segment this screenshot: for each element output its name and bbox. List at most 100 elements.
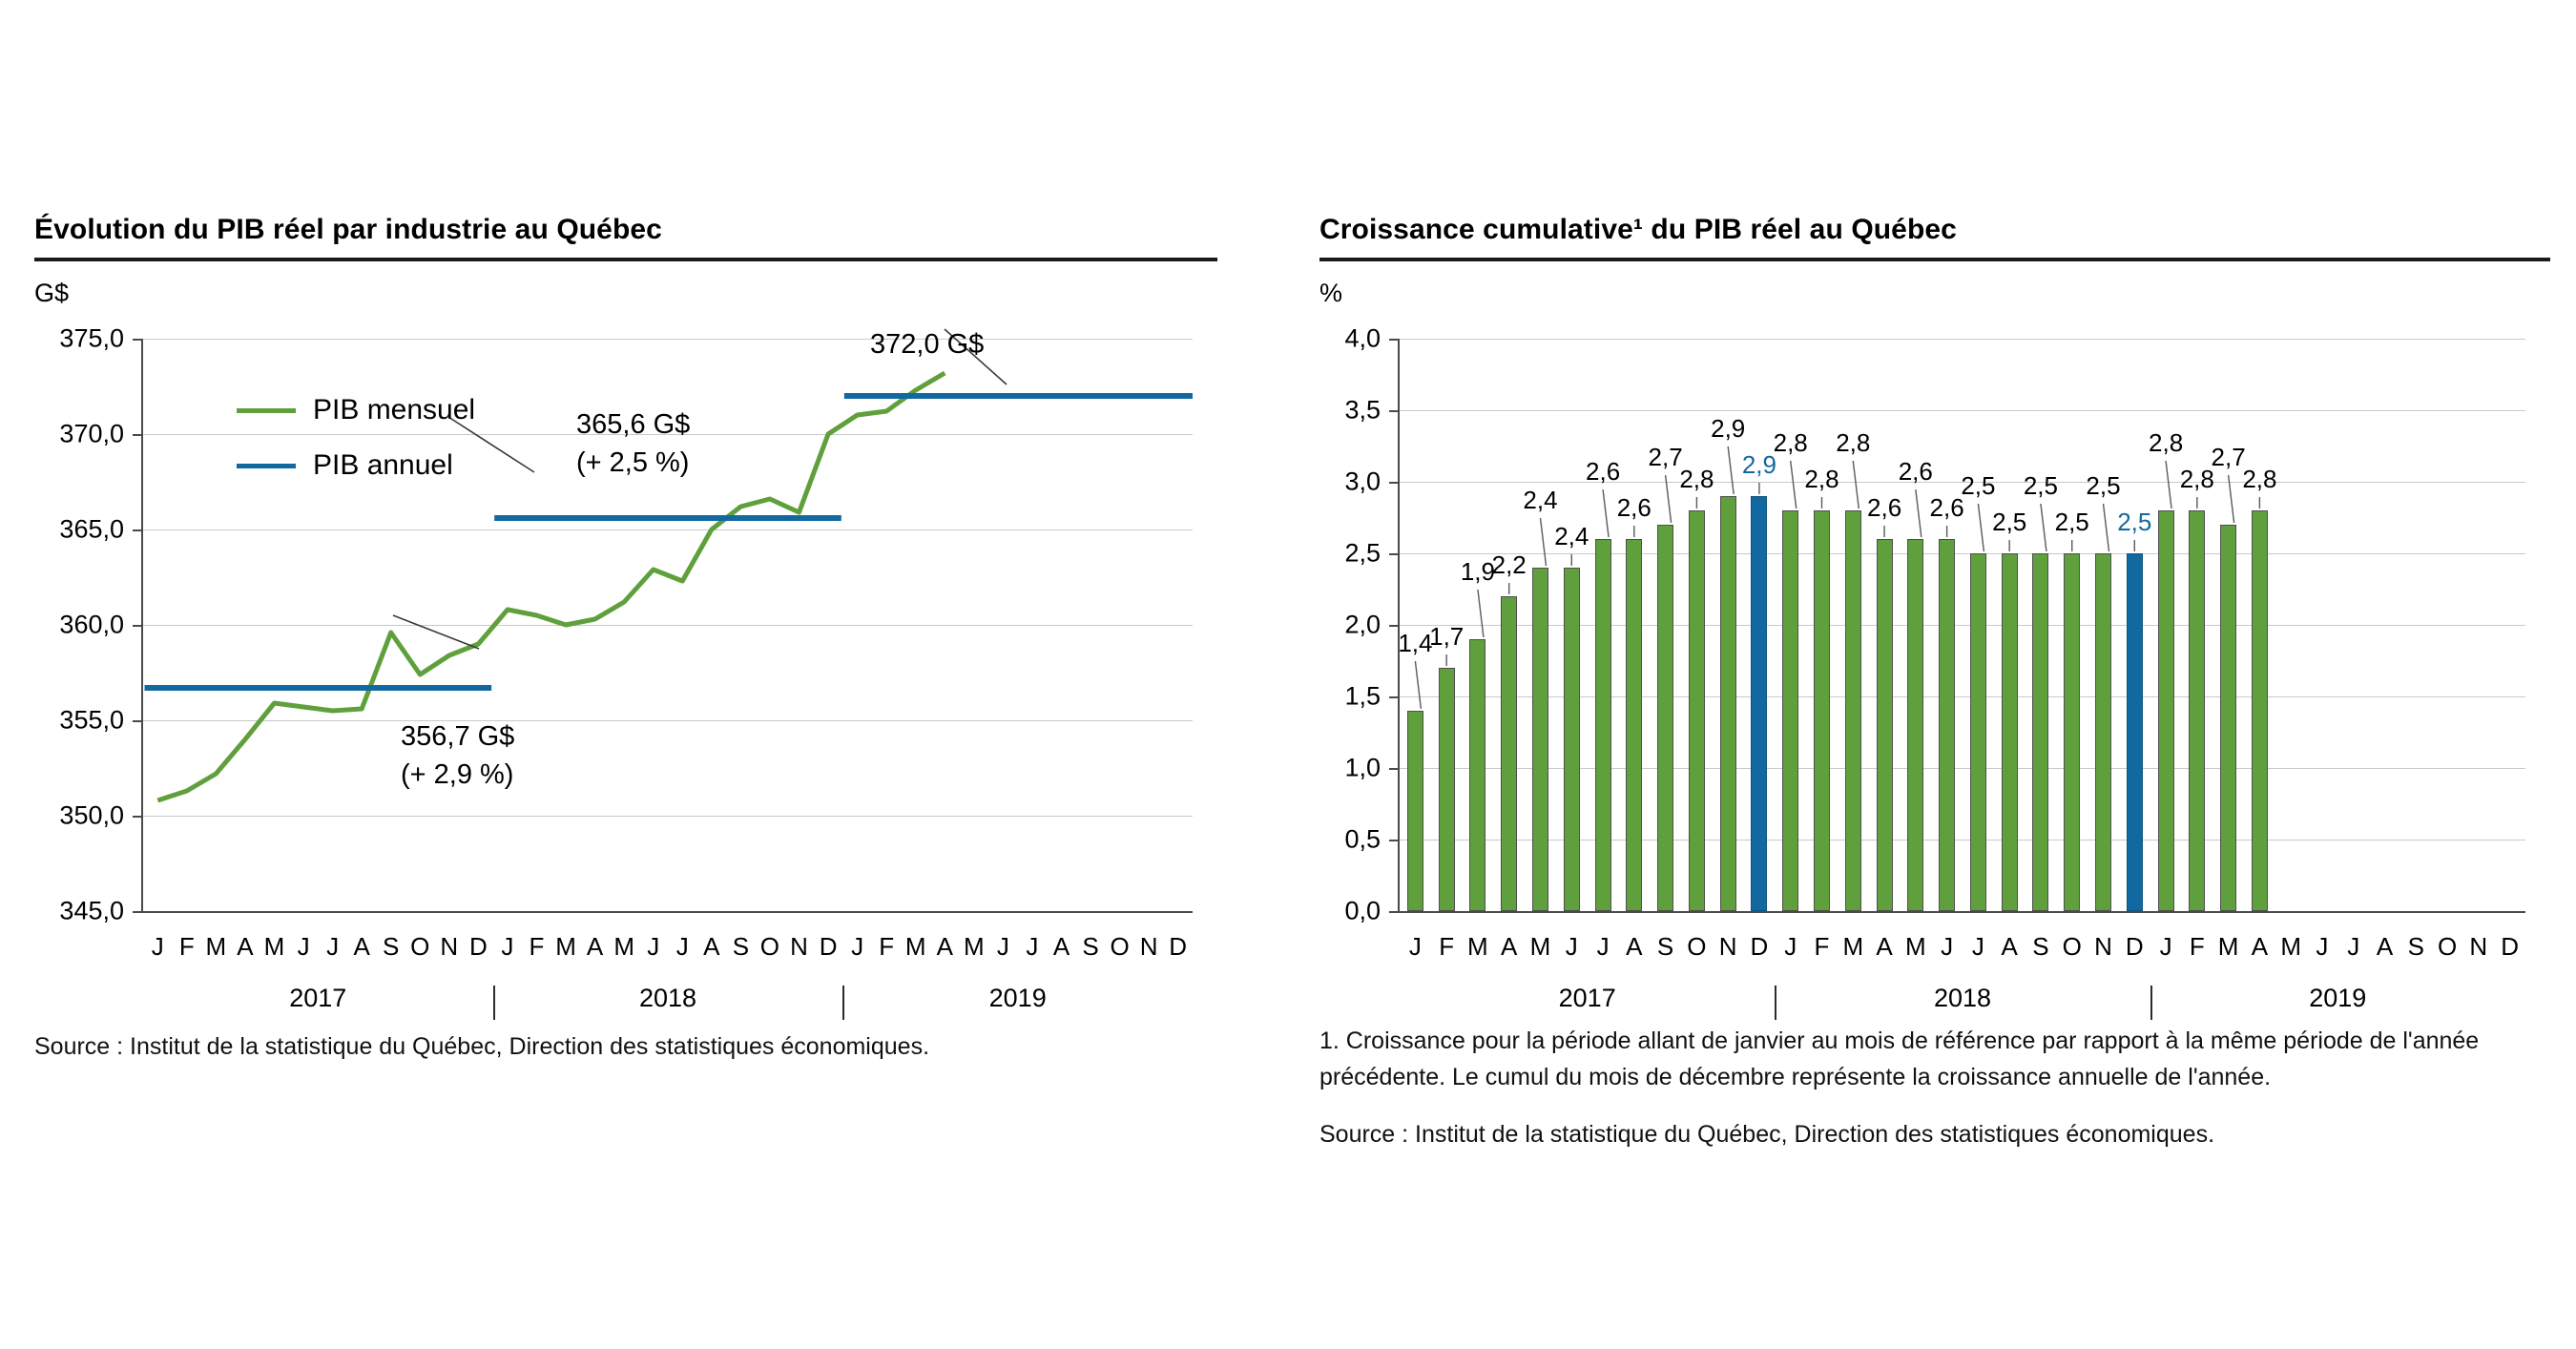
y-axis-tick-label: 2,0 — [1344, 610, 1381, 639]
x-axis-month-label: O — [2062, 932, 2082, 961]
bar-monthly — [1501, 596, 1518, 911]
x-axis-month-label: J — [996, 932, 1009, 961]
y-axis-tick-label: 0,0 — [1344, 896, 1381, 925]
gridline — [143, 720, 1193, 721]
bar-value-label: 2,5 — [2023, 471, 2058, 500]
x-axis-year-label: 2018 — [1933, 984, 1992, 1012]
bar-monthly — [1563, 568, 1580, 911]
bar-label-leader-line — [1602, 488, 1610, 538]
bar-monthly — [1907, 539, 1924, 911]
bar-monthly — [1532, 568, 1548, 911]
x-axis-month-label: A — [1876, 932, 1893, 961]
x-axis-month-label: A — [1052, 932, 1070, 961]
y-axis-line — [1398, 339, 1400, 911]
x-axis-month-label: D — [469, 932, 488, 961]
x-axis-month-label: D — [2125, 932, 2144, 961]
right-title-rule — [1319, 258, 2550, 261]
annotation-365-6: 365,6 G$ (+ 2,5 %) — [576, 405, 690, 482]
y-axis-tick-label: 375,0 — [59, 323, 124, 353]
y-axis-tick-label: 1,5 — [1344, 681, 1381, 711]
x-axis-month-label: N — [2469, 932, 2488, 961]
bar-monthly — [1406, 711, 1423, 911]
bar-monthly — [2095, 553, 2111, 911]
bar-value-label: 1,4 — [1398, 629, 1433, 657]
x-axis-month-label: J — [851, 932, 864, 961]
y-axis-tick-label: 4,0 — [1344, 323, 1381, 353]
x-axis-month-label: M — [1842, 932, 1864, 961]
bar-value-label: 2,5 — [2117, 508, 2152, 536]
bar-monthly — [1719, 496, 1736, 911]
x-axis-month-label: M — [263, 932, 285, 961]
bar-value-label: 2,6 — [1616, 493, 1652, 522]
bar-value-label: 2,7 — [2211, 443, 2246, 471]
bar-value-label: 2,5 — [2086, 471, 2121, 500]
y-axis-tick-label: 1,0 — [1344, 753, 1381, 782]
annotation-365-6-value: 365,6 G$ — [576, 409, 691, 440]
callout-leader-line — [944, 328, 1008, 385]
y-axis-tick-label: 355,0 — [59, 705, 124, 735]
x-axis-month-label: J — [1408, 932, 1422, 961]
bar-value-label: 2,6 — [1867, 493, 1902, 522]
x-axis-month-label: D — [1169, 932, 1188, 961]
x-axis-month-label: A — [237, 932, 254, 961]
bar-monthly — [1469, 639, 1486, 911]
gridline — [1400, 625, 2525, 626]
bar-value-label: 2,5 — [2054, 508, 2089, 536]
x-axis-month-label: A — [2376, 932, 2394, 961]
y-tick — [1389, 911, 1400, 913]
y-tick — [133, 816, 143, 818]
bar-annual — [1751, 496, 1768, 911]
bar-label-leader-line — [1915, 488, 1922, 538]
bar-value-label: 2,9 — [1741, 450, 1776, 479]
y-tick — [133, 911, 143, 913]
x-axis-month-label: A — [936, 932, 953, 961]
gridline — [143, 625, 1193, 626]
gridline — [1400, 840, 2525, 841]
x-axis-month-label: J — [2347, 932, 2360, 961]
x-axis-month-label: A — [1501, 932, 1518, 961]
x-axis-month-label: D — [1750, 932, 1769, 961]
y-axis-tick-label: 345,0 — [59, 896, 124, 925]
x-axis-line — [143, 911, 1193, 913]
bar-label-leader-line — [1477, 589, 1485, 638]
right-footnote: 1. Croissance pour la période allant de … — [1319, 1027, 2480, 1090]
bar-value-label: 2,7 — [1648, 443, 1683, 471]
y-tick — [133, 339, 143, 341]
right-chart-title: Croissance cumulative¹ du PIB réel au Qu… — [1319, 214, 1957, 245]
x-axis-month-label: F — [1814, 932, 1830, 961]
bar-monthly — [1844, 510, 1861, 911]
x-axis-month-label: M — [2280, 932, 2302, 961]
annotation-356-7-growth: (+ 2,9 %) — [401, 759, 514, 790]
right-chart-panel: Croissance cumulative¹ du PIB réel au Qu… — [1293, 0, 2576, 1349]
bar-value-label: 2,8 — [2149, 428, 2184, 457]
x-axis-month-label: J — [151, 932, 164, 961]
y-tick — [133, 434, 143, 436]
bar-monthly — [1688, 510, 1705, 911]
year-separator — [2150, 986, 2152, 1020]
callout-leader-line — [447, 416, 535, 473]
gridline — [1400, 768, 2525, 769]
gridline — [143, 529, 1193, 530]
y-tick — [1389, 625, 1400, 627]
x-axis-month-label: F — [879, 932, 895, 961]
legend-item-pib-mensuel: PIB mensuel — [237, 394, 475, 426]
x-axis-year-label: 2019 — [2309, 984, 2367, 1012]
bar-label-leader-line — [2165, 460, 2172, 509]
y-tick — [1389, 410, 1400, 412]
x-axis-month-label: S — [1656, 932, 1674, 961]
legend-swatch-line-icon — [237, 463, 296, 468]
bar-monthly — [1782, 510, 1799, 911]
legend-swatch-line-icon — [237, 407, 296, 413]
bar-monthly — [1876, 539, 1893, 911]
x-axis-month-label: A — [2251, 932, 2269, 961]
bar-value-label: 2,2 — [1491, 550, 1527, 579]
gridline — [1400, 482, 2525, 483]
x-axis-month-label: M — [1467, 932, 1488, 961]
x-axis-month-label: J — [1026, 932, 1039, 961]
gridline — [1400, 339, 2525, 340]
bar-value-label: 2,8 — [2242, 465, 2277, 493]
bar-value-label: 2,6 — [1929, 493, 1964, 522]
y-axis-tick-label: 3,5 — [1344, 395, 1381, 425]
bar-value-label: 2,8 — [1679, 465, 1714, 493]
annotation-356-7: 356,7 G$ (+ 2,9 %) — [401, 717, 514, 794]
